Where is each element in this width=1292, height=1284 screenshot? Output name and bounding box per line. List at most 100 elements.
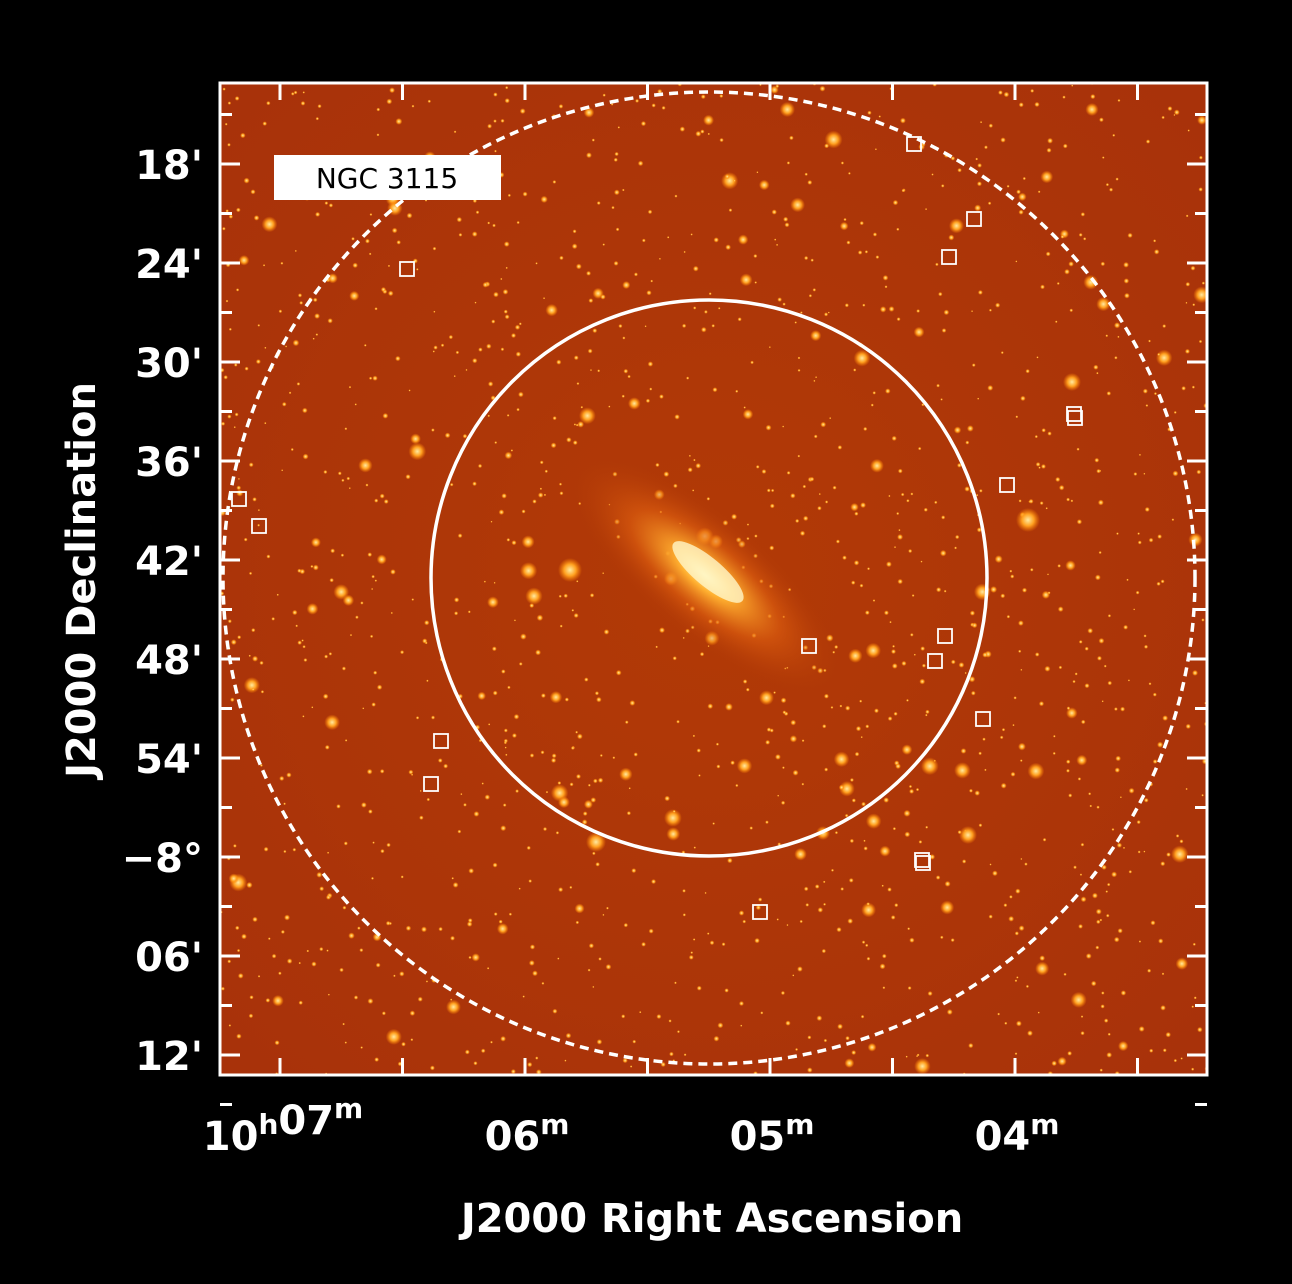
star	[769, 346, 771, 348]
star	[1111, 828, 1114, 831]
star	[820, 86, 826, 92]
star	[1154, 249, 1159, 254]
star	[972, 363, 976, 367]
star	[408, 389, 410, 391]
star	[590, 797, 596, 803]
star	[368, 809, 373, 814]
star	[364, 344, 367, 347]
star	[500, 1036, 506, 1042]
star	[860, 221, 864, 225]
star	[787, 471, 791, 475]
star	[372, 841, 375, 844]
star	[433, 350, 435, 352]
star	[602, 572, 604, 574]
star	[1015, 415, 1018, 418]
star	[754, 281, 757, 284]
star	[688, 467, 693, 472]
star	[622, 281, 630, 289]
star	[262, 216, 278, 232]
star	[228, 619, 232, 623]
star	[1057, 564, 1061, 568]
star	[974, 790, 980, 796]
star	[1016, 976, 1019, 979]
star	[980, 121, 982, 123]
star	[807, 180, 812, 185]
star	[634, 272, 638, 276]
star	[302, 645, 305, 648]
star	[588, 298, 593, 303]
star	[1042, 591, 1050, 599]
star	[505, 747, 507, 749]
star	[576, 921, 580, 925]
star	[501, 347, 505, 351]
star	[783, 217, 788, 222]
star	[722, 942, 726, 946]
star	[1047, 573, 1049, 575]
star	[964, 486, 970, 492]
star	[854, 512, 858, 516]
star	[1041, 428, 1045, 432]
star	[782, 766, 785, 769]
star	[1055, 320, 1058, 323]
star	[995, 555, 1003, 563]
star	[861, 1015, 865, 1019]
star	[759, 690, 774, 705]
star	[234, 426, 236, 428]
star	[1040, 171, 1053, 184]
star	[505, 98, 510, 103]
star	[558, 887, 563, 892]
star	[844, 1058, 854, 1068]
star	[1043, 838, 1047, 842]
star	[228, 101, 231, 104]
star	[376, 133, 379, 136]
star	[315, 212, 320, 217]
star	[921, 757, 939, 775]
star	[1101, 991, 1104, 994]
star	[959, 662, 965, 668]
star	[306, 950, 309, 953]
star	[674, 195, 677, 198]
star	[790, 493, 795, 498]
star	[635, 99, 639, 103]
star	[391, 612, 393, 614]
star	[925, 714, 928, 717]
star	[374, 499, 378, 503]
star	[861, 802, 866, 807]
star	[1181, 386, 1186, 391]
star	[1019, 102, 1024, 107]
star	[703, 115, 714, 126]
star	[914, 654, 916, 656]
star	[754, 534, 757, 537]
star	[583, 811, 588, 816]
star	[974, 204, 981, 211]
star	[324, 655, 328, 659]
bright-star	[959, 826, 977, 844]
star	[370, 635, 373, 638]
star	[894, 903, 898, 907]
star	[1087, 628, 1093, 634]
star	[249, 655, 251, 657]
star	[1085, 103, 1098, 116]
star	[782, 425, 784, 427]
star	[889, 621, 891, 623]
star	[297, 382, 301, 386]
star	[1018, 193, 1026, 201]
star	[819, 493, 821, 495]
star	[504, 310, 508, 314]
star	[622, 336, 625, 339]
star	[1024, 862, 1027, 865]
star	[386, 99, 392, 105]
star	[833, 486, 837, 490]
star	[541, 693, 546, 698]
star	[1201, 618, 1204, 621]
star	[438, 927, 442, 931]
star	[481, 1049, 486, 1054]
star	[1027, 1030, 1033, 1036]
star	[1041, 464, 1046, 469]
y-tick-label: 18'	[135, 143, 203, 189]
star	[756, 465, 760, 469]
star	[329, 652, 333, 656]
star	[380, 494, 385, 499]
star	[1174, 411, 1177, 414]
star	[443, 764, 448, 769]
